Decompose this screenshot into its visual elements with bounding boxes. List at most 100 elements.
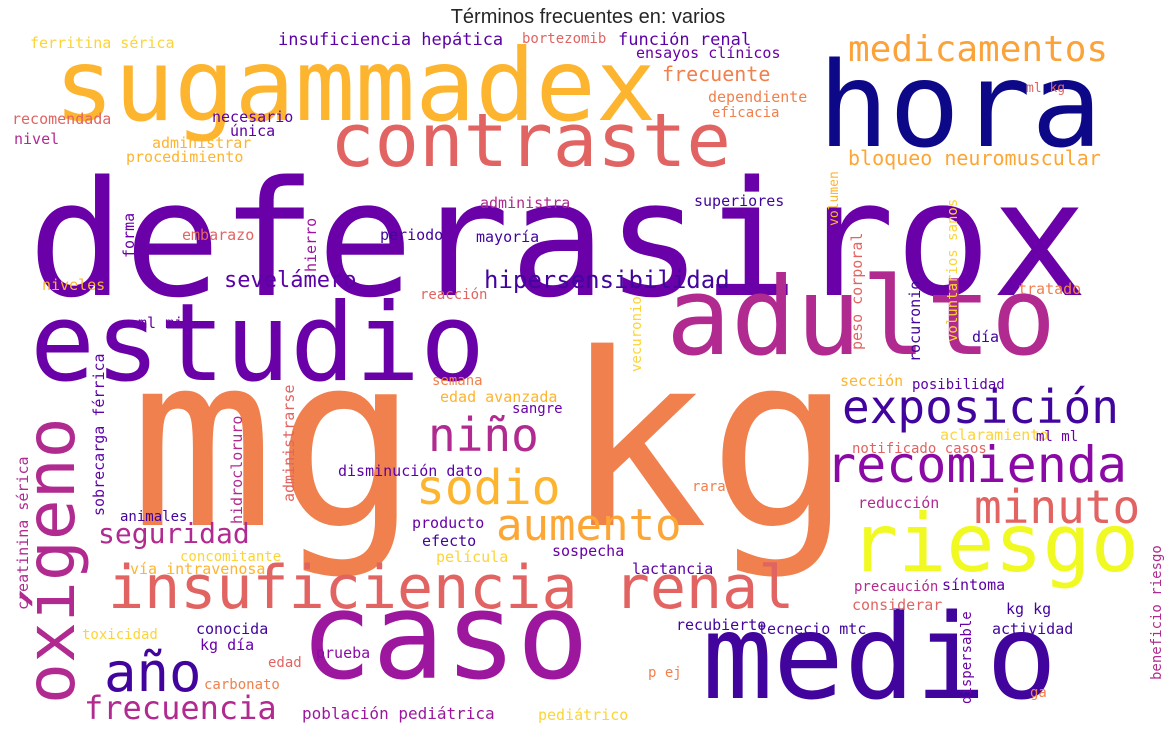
cloud-word: insuficiencia renal <box>108 553 795 623</box>
chart-title: Términos frecuentes en: varios <box>450 6 726 28</box>
cloud-word: pediátrico <box>538 706 629 724</box>
cloud-word: aclaramiento <box>940 426 1049 444</box>
cloud-word: recomienda <box>826 436 1128 494</box>
cloud-word: frecuente <box>662 62 771 86</box>
cloud-word: sospecha <box>552 542 625 560</box>
cloud-word: conocida <box>196 620 269 638</box>
cloud-word: mayoría <box>476 228 540 246</box>
cloud-word: eficacia <box>712 105 780 121</box>
cloud-word: edad <box>268 655 302 671</box>
cloud-word: sección <box>840 372 904 390</box>
cloud-word: recubierto <box>676 616 767 634</box>
cloud-word: considerar <box>852 596 943 614</box>
cloud-word: ensayos clínicos <box>636 44 781 62</box>
cloud-word: carbonato <box>204 677 280 693</box>
cloud-word: producto <box>412 514 485 532</box>
cloud-word: dependiente <box>708 88 808 106</box>
cloud-word: día <box>972 328 1000 346</box>
cloud-word: tecnecio mtc <box>758 620 867 638</box>
cloud-word: niño <box>428 408 539 462</box>
cloud-word: adulto <box>666 255 1057 380</box>
cloud-word: administrar <box>152 134 252 152</box>
cloud-word: efecto <box>422 532 477 550</box>
cloud-word: voluntarios sanos <box>945 198 961 342</box>
cloud-word: nivel <box>14 130 60 148</box>
cloud-word: ml min <box>138 314 193 332</box>
cloud-word: kg kg <box>1006 600 1052 618</box>
cloud-word: reducción <box>858 494 940 512</box>
cloud-word: semana <box>432 373 483 389</box>
cloud-word: rara <box>692 479 726 495</box>
cloud-word: actividad <box>992 620 1074 638</box>
cloud-word: año <box>104 641 202 704</box>
cloud-word: sodio <box>416 460 561 516</box>
cloud-word: deferasirox <box>28 146 1088 333</box>
cloud-word: contraste <box>330 98 731 184</box>
cloud-word: bloqueo neuromuscular <box>848 146 1101 170</box>
cloud-word: necesario <box>212 108 294 126</box>
cloud-word: procedimiento <box>126 148 244 166</box>
cloud-word: síntoma <box>942 576 1006 594</box>
cloud-word: forma <box>120 212 138 258</box>
cloud-word: única <box>230 122 276 140</box>
cloud-word: estudio <box>30 281 486 406</box>
cloud-word: prueba <box>316 644 371 662</box>
cloud-word: animales <box>120 509 188 525</box>
cloud-word: sangre <box>512 401 563 417</box>
cloud-word: población pediátrica <box>302 704 495 723</box>
cloud-word: película <box>436 548 509 566</box>
cloud-word: medio <box>702 588 1058 726</box>
cloud-word: insuficiencia hepática <box>278 32 504 50</box>
cloud-word: ml kg <box>1026 81 1066 96</box>
cloud-word: disminución dato <box>338 462 483 480</box>
cloud-word: hipersensibilidad <box>484 266 730 294</box>
cloud-word: frecuencia <box>84 689 277 727</box>
cloud-word: exposición <box>842 380 1119 434</box>
cloud-word: lactancia <box>632 560 714 578</box>
cloud-word: concomitante <box>180 549 282 565</box>
cloud-word: notificado casos <box>852 441 987 457</box>
cloud-word: mg kg <box>130 302 853 582</box>
cloud-word: bortezomib <box>522 32 607 47</box>
cloud-word: función renal <box>618 32 752 50</box>
cloud-word: hora <box>818 36 1103 174</box>
cloud-word: rocuronio <box>906 280 924 362</box>
cloud-word: superiores <box>694 192 785 210</box>
cloud-word: volumen <box>827 171 842 226</box>
cloud-word: recomendada <box>12 110 112 128</box>
cloud-word: p ej <box>648 665 682 681</box>
cloud-word: sugammadex <box>54 32 657 144</box>
cloud-word: niveles <box>42 276 106 294</box>
cloud-word: peso corporal <box>848 232 866 350</box>
cloud-word: administrarse <box>280 384 298 502</box>
cloud-word: minuto <box>974 480 1141 534</box>
word-cloud: deferasirox mg kg hora sugammadex estudio adu… <box>12 32 1164 728</box>
cloud-word: administra <box>480 194 571 212</box>
cloud-word: posibilidad <box>912 377 1005 393</box>
cloud-word: hidrocloruro <box>228 415 246 524</box>
cloud-word: caso <box>300 568 589 707</box>
cloud-word: reacción <box>420 287 488 303</box>
cloud-word: precaución <box>854 579 939 595</box>
cloud-word: sobrecarga férrica <box>90 353 108 516</box>
cloud-word: beneficio riesgo <box>1149 545 1164 680</box>
cloud-word: vecuronio <box>629 296 645 372</box>
cloud-word: kg día <box>200 636 255 654</box>
cloud-word: sevelámero <box>224 268 357 293</box>
cloud-word: medicamentos <box>848 32 1109 70</box>
cloud-word: creatinina sérica <box>14 456 32 610</box>
cloud-word: vía intravenosa <box>130 560 266 578</box>
cloud-word: ferritina sérica <box>30 34 175 52</box>
cloud-word: edad avanzada <box>440 388 558 406</box>
cloud-word: embarazo <box>182 226 255 244</box>
cloud-word: periodo <box>380 226 444 244</box>
cloud-word: riesgo <box>850 497 1139 590</box>
cloud-word: seguridad <box>98 517 250 550</box>
cloud-word: hierro <box>302 217 320 272</box>
cloud-word: toxicidad <box>82 627 158 643</box>
cloud-word: dispersable <box>959 611 975 704</box>
cloud-word: aumento <box>496 500 682 551</box>
cloud-word: ml ml <box>1036 429 1079 445</box>
cloud-word: tratado <box>1018 280 1082 298</box>
cloud-word: ga <box>1030 685 1047 701</box>
